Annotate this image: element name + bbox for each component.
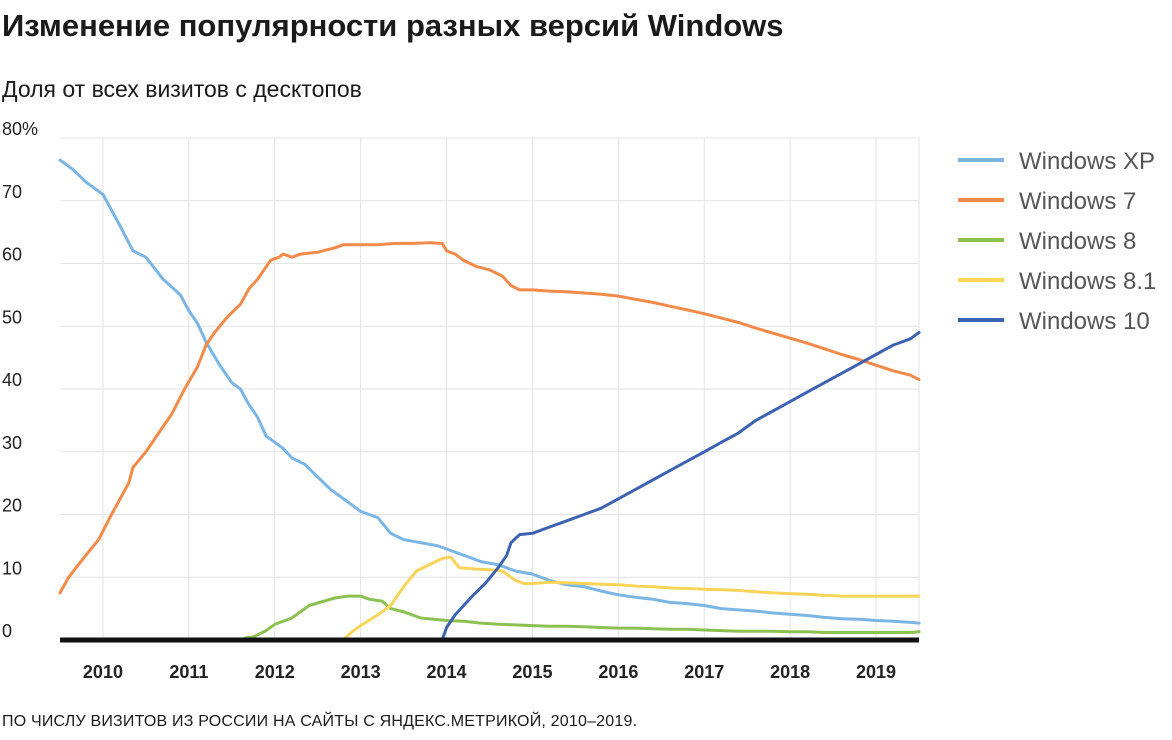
x-tick-label: 2013 xyxy=(341,662,381,682)
y-tick-label: 0 xyxy=(2,621,12,641)
x-axis-ticks: 2010 2011 2012 2013 2014 2015 2016 2017 2018 2019 xyxy=(83,662,896,682)
y-tick-label: 70 xyxy=(2,182,22,202)
series-line-windows-xp xyxy=(58,158,921,625)
x-tick-label: 2011 xyxy=(169,662,208,682)
x-tick-label: 2012 xyxy=(255,662,295,682)
legend: Windows XP Windows 7 Windows 8 Windows 8.1 W… xyxy=(958,148,1156,335)
x-tick-label: 2016 xyxy=(598,662,638,682)
legend-label-windows-10: Windows 10 xyxy=(1019,308,1150,335)
x-tick-label: 2015 xyxy=(512,662,552,682)
y-tick-label: 50 xyxy=(2,307,22,327)
series-line-windows-10 xyxy=(440,331,921,641)
series-line-windows-8 xyxy=(243,594,921,640)
grid xyxy=(60,137,920,640)
y-tick-label: 80% xyxy=(2,119,38,139)
chart-title: Изменение популярности разных версий Win… xyxy=(2,8,784,43)
y-tick-label: 30 xyxy=(2,433,22,453)
legend-label-windows-7: Windows 7 xyxy=(1019,188,1136,215)
legend-label-windows-xp: Windows XP xyxy=(1019,148,1155,175)
y-tick-label: 40 xyxy=(2,370,22,390)
legend-label-windows-8-1: Windows 8.1 xyxy=(1019,268,1156,295)
source-note: ПО ЧИСЛУ ВИЗИТОВ ИЗ РОССИИ НА САЙТЫ С ЯН… xyxy=(2,713,638,730)
y-tick-label: 10 xyxy=(2,558,22,578)
x-tick-label: 2010 xyxy=(83,662,123,682)
y-tick-label: 20 xyxy=(2,496,22,516)
x-tick-label: 2019 xyxy=(856,662,896,682)
series-line-windows-8-1 xyxy=(342,555,921,641)
x-tick-label: 2018 xyxy=(770,662,810,682)
series-lines xyxy=(58,158,921,641)
series-line-windows-7 xyxy=(58,241,921,595)
legend-label-windows-8: Windows 8 xyxy=(1019,228,1136,255)
y-tick-label: 60 xyxy=(2,245,22,265)
x-tick-label: 2014 xyxy=(427,662,467,682)
x-tick-label: 2017 xyxy=(684,662,724,682)
y-axis-ticks: 0 10 20 30 40 50 60 70 80% xyxy=(2,119,38,641)
chart-subtitle: Доля от всех визитов с десктопов xyxy=(2,76,362,102)
